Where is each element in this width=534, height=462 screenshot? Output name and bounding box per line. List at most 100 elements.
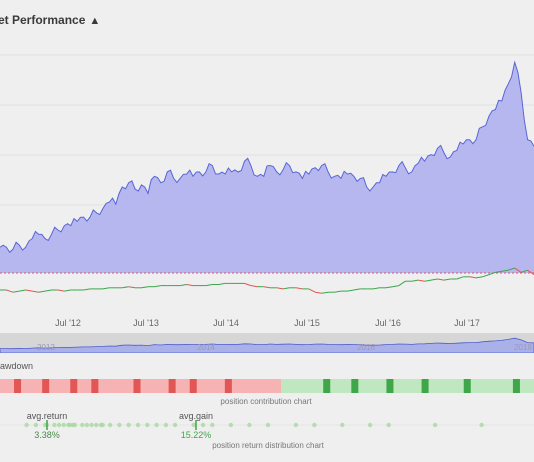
contribution-cell[interactable] [414,379,422,393]
return-dot[interactable] [210,422,215,428]
contribution-cell[interactable] [295,379,303,393]
return-dot[interactable] [89,422,94,428]
contribution-cell[interactable] [154,379,162,393]
contribution-cell[interactable] [379,379,387,393]
contribution-cell[interactable] [196,379,205,393]
range-navigator[interactable]: 2012 2014 2016 2018 [0,333,534,354]
return-dot[interactable] [432,422,438,428]
contribution-cell[interactable] [316,379,324,393]
contribution-cell[interactable] [435,379,443,393]
contribution-cell[interactable] [49,379,57,393]
contribution-cell[interactable] [98,379,106,393]
return-dot[interactable] [24,422,29,428]
return-dot[interactable] [94,422,99,428]
return-dot[interactable] [247,422,252,428]
contribution-cell[interactable] [259,379,268,393]
contribution-cell[interactable] [84,379,92,393]
contribution-cell[interactable] [421,379,429,393]
contribution-cell[interactable] [0,379,8,393]
contribution-cell[interactable] [267,379,275,393]
return-dot[interactable] [80,422,85,428]
return-dot[interactable] [135,422,141,428]
contribution-cell[interactable] [217,379,226,393]
contribution-cell[interactable] [456,379,465,393]
return-dot[interactable] [33,422,39,428]
return-dot[interactable] [100,422,105,428]
contribution-cell[interactable] [344,379,352,393]
contribution-cell[interactable] [224,379,233,393]
contribution-cell[interactable] [351,379,359,393]
position-contribution-chart[interactable] [0,379,534,393]
contribution-cell[interactable] [323,379,331,393]
return-dot[interactable] [61,422,66,428]
contribution-cell[interactable] [140,379,148,393]
return-dot[interactable] [145,422,150,428]
contribution-cell[interactable] [161,379,169,393]
return-dot[interactable] [107,422,113,428]
contribution-cell[interactable] [365,379,373,393]
contribution-cell[interactable] [400,379,408,393]
contribution-cell[interactable] [491,379,500,393]
contribution-cell[interactable] [309,379,317,393]
return-dot[interactable] [386,422,391,428]
contribution-cell[interactable] [245,379,254,393]
contribution-cell[interactable] [28,379,36,393]
contribution-cell[interactable] [281,379,289,393]
contribution-cell[interactable] [358,379,366,393]
contribution-cell[interactable] [302,379,310,393]
contribution-cell[interactable] [126,379,134,393]
contribution-cell[interactable] [386,379,394,393]
contribution-cell[interactable] [470,379,479,393]
return-dot[interactable] [340,422,345,428]
return-dot[interactable] [312,422,317,428]
contribution-cell[interactable] [498,379,507,393]
contribution-cell[interactable] [35,379,43,393]
contribution-cell[interactable] [337,379,345,393]
return-dot[interactable] [228,422,234,428]
contribution-cell[interactable] [21,379,29,393]
performance-chart[interactable] [0,35,534,300]
return-dot[interactable] [265,422,271,428]
contribution-cell[interactable] [210,379,219,393]
contribution-cell[interactable] [477,379,486,393]
contribution-cell[interactable] [372,379,380,393]
return-dot[interactable] [479,422,484,428]
contribution-cell[interactable] [526,379,534,393]
return-dot[interactable] [56,422,62,428]
return-dot[interactable] [84,422,90,428]
contribution-cell[interactable] [77,379,85,393]
return-dot[interactable] [154,422,159,428]
contribution-cell[interactable] [238,379,247,393]
return-dot[interactable] [367,422,373,428]
contribution-cell[interactable] [182,379,191,393]
contribution-cell[interactable] [7,379,15,393]
contribution-cell[interactable] [63,379,71,393]
return-dot[interactable] [293,422,299,428]
contribution-cell[interactable] [91,379,99,393]
return-dot[interactable] [72,422,78,428]
return-dot[interactable] [52,422,57,428]
contribution-cell[interactable] [274,379,282,393]
return-dot[interactable] [117,422,122,428]
contribution-cell[interactable] [14,379,22,393]
return-dot[interactable] [172,422,178,428]
contribution-cell[interactable] [252,379,261,393]
contribution-cell[interactable] [105,379,113,393]
contribution-cell[interactable] [428,379,436,393]
contribution-cell[interactable] [288,379,296,393]
contribution-cell[interactable] [147,379,155,393]
contribution-cell[interactable] [56,379,64,393]
contribution-cell[interactable] [189,379,198,393]
return-dot[interactable] [200,422,206,428]
contribution-cell[interactable] [133,379,141,393]
return-dot[interactable] [126,422,131,428]
contribution-cell[interactable] [512,379,521,393]
contribution-cell[interactable] [42,379,50,393]
contribution-cell[interactable] [231,379,240,393]
contribution-cell[interactable] [168,379,176,393]
contribution-cell[interactable] [175,379,183,393]
contribution-cell[interactable] [505,379,514,393]
contribution-cell[interactable] [203,379,212,393]
return-dot[interactable] [191,422,196,428]
contribution-cell[interactable] [330,379,338,393]
